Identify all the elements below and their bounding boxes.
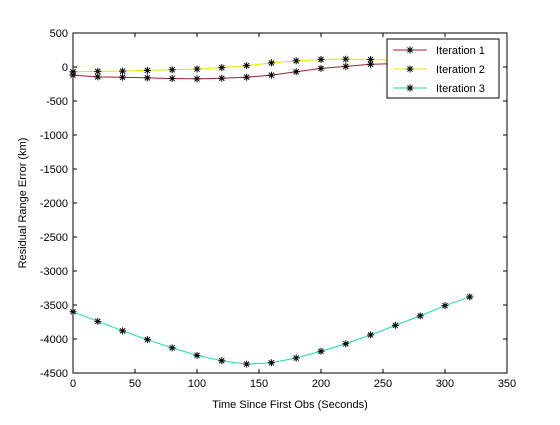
- data-point-marker: [218, 357, 226, 365]
- data-point-marker: [94, 317, 102, 325]
- y-axis-label: Residual Range Error (km): [17, 138, 29, 269]
- data-point-marker: [143, 74, 151, 82]
- data-point-marker: [218, 64, 226, 72]
- legend-label: Iteration 1: [436, 45, 485, 57]
- data-point-marker: [292, 57, 300, 65]
- x-tick-label: 150: [250, 378, 268, 390]
- data-point-marker: [367, 331, 375, 339]
- data-point-marker: [466, 293, 474, 301]
- y-tick-label: -1000: [40, 130, 68, 142]
- x-tick-label: 250: [374, 378, 392, 390]
- data-point-marker: [292, 354, 300, 362]
- legend-label: Iteration 2: [436, 64, 485, 76]
- data-point-marker: [391, 321, 399, 329]
- x-tick-label: 50: [129, 378, 141, 390]
- series-layer: [69, 55, 474, 368]
- data-point-marker: [193, 75, 201, 83]
- x-tick-label: 200: [312, 378, 330, 390]
- data-point-marker: [193, 351, 201, 359]
- data-point-marker: [218, 74, 226, 82]
- y-tick-label: 500: [50, 28, 68, 40]
- data-point-marker: [168, 75, 176, 83]
- data-point-marker: [168, 344, 176, 352]
- data-point-marker: [342, 62, 350, 70]
- legend-marker: [406, 84, 414, 92]
- data-point-marker: [119, 327, 127, 335]
- x-tick-label: 300: [436, 378, 454, 390]
- x-axis-label: Time Since First Obs (Seconds): [212, 399, 367, 411]
- data-point-marker: [317, 347, 325, 355]
- legend-label: Iteration 3: [436, 83, 485, 95]
- legend: Iteration 1 Iteration 2 Iteration 3: [386, 38, 500, 99]
- y-tick-label: 0: [62, 62, 68, 74]
- data-point-marker: [342, 55, 350, 63]
- data-point-marker: [243, 73, 251, 81]
- x-tick-label: 100: [188, 378, 206, 390]
- data-point-marker: [317, 56, 325, 64]
- data-point-marker: [94, 67, 102, 75]
- data-point-marker: [243, 62, 251, 70]
- data-point-marker: [119, 73, 127, 81]
- data-point-marker: [267, 59, 275, 67]
- y-tick-label: -1500: [40, 164, 68, 176]
- series-line: [72, 296, 470, 365]
- data-point-marker: [367, 60, 375, 68]
- y-tick-label: -4000: [40, 334, 68, 346]
- y-tick-label: -4500: [40, 368, 68, 380]
- x-tick-label: 0: [70, 378, 76, 390]
- data-point-marker: [94, 73, 102, 81]
- data-point-marker: [292, 68, 300, 76]
- data-point-marker: [143, 66, 151, 74]
- data-point-marker: [317, 64, 325, 72]
- y-tick-label: -2000: [40, 198, 68, 210]
- data-point-marker: [193, 65, 201, 73]
- legend-marker: [406, 46, 414, 54]
- data-point-marker: [267, 71, 275, 79]
- data-point-marker: [342, 340, 350, 348]
- data-point-marker: [267, 359, 275, 367]
- y-tick-label: -3500: [40, 300, 68, 312]
- series-3: [69, 293, 474, 368]
- data-point-marker: [243, 360, 251, 368]
- legend-marker: [406, 65, 414, 73]
- y-tick-label: -2500: [40, 232, 68, 244]
- data-point-marker: [367, 56, 375, 64]
- data-point-marker: [416, 312, 424, 320]
- data-point-marker: [441, 302, 449, 310]
- data-point-marker: [143, 336, 151, 344]
- tick-layer: 0 50 100 150 200 250 300 350 500 0 -500 -1000 -1500 -…: [40, 28, 516, 390]
- y-tick-label: -500: [46, 96, 68, 108]
- y-tick-label: -3000: [40, 266, 68, 278]
- x-tick-label: 350: [498, 378, 516, 390]
- data-point-marker: [168, 66, 176, 74]
- data-point-marker: [119, 67, 127, 75]
